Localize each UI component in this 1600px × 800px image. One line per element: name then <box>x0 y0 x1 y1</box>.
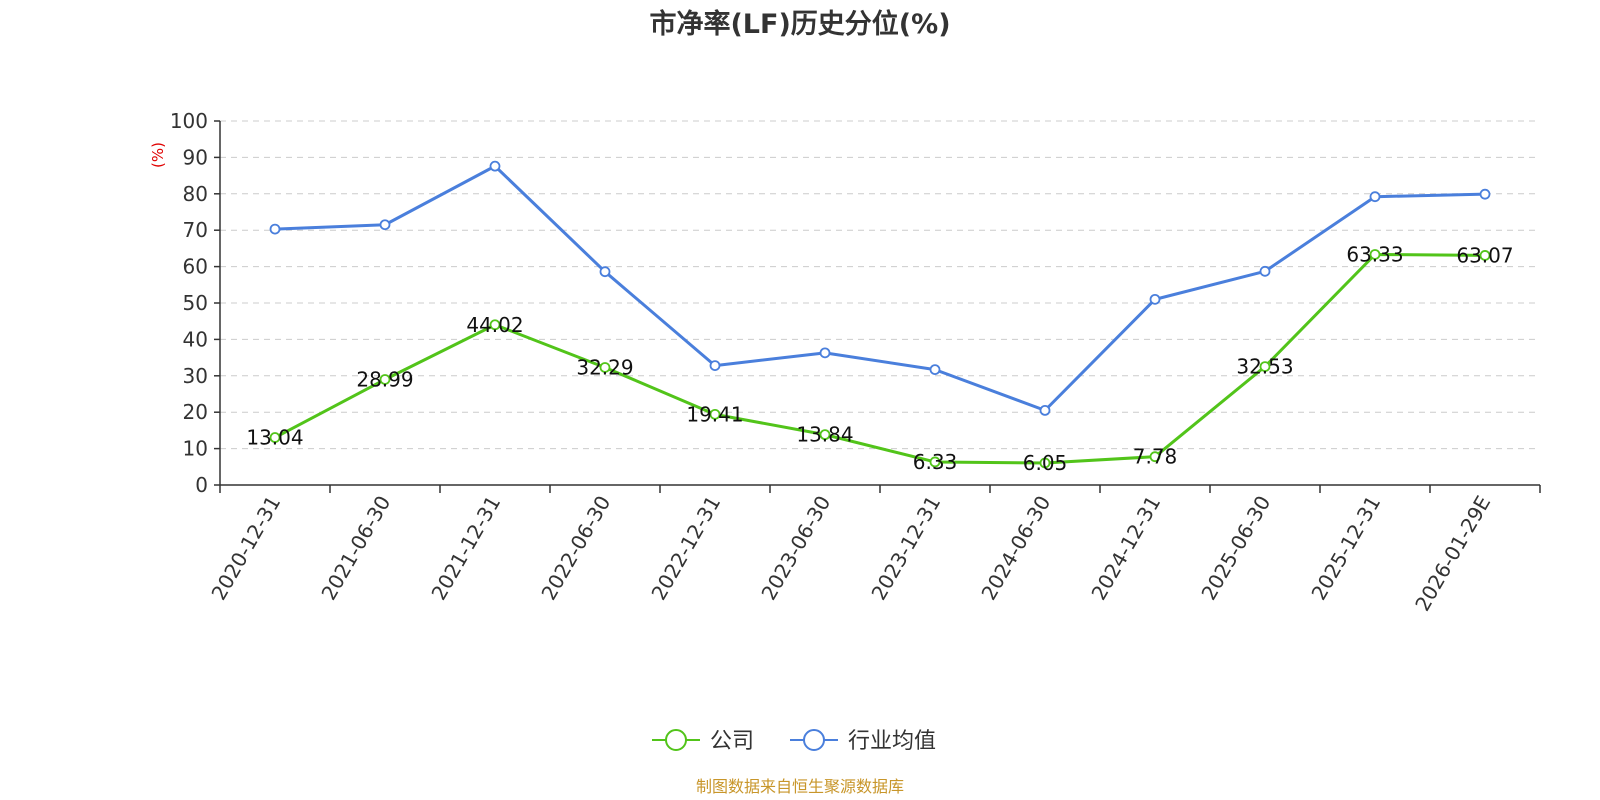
data-point[interactable] <box>269 432 281 443</box>
data-point[interactable] <box>1039 404 1051 416</box>
y-tick-label: 70 <box>183 218 208 242</box>
data-label: 7.78 <box>1133 445 1178 469</box>
legend[interactable]: 公司 行业均值 <box>652 729 936 754</box>
data-point[interactable] <box>1369 249 1381 260</box>
data-point[interactable] <box>599 362 611 373</box>
y-tick-label: 10 <box>183 437 208 461</box>
y-tick-label: 40 <box>183 327 208 351</box>
data-point[interactable] <box>1259 265 1271 277</box>
data-label: 28.99 <box>356 367 413 391</box>
data-point[interactable] <box>1479 250 1491 261</box>
data-point[interactable] <box>489 160 501 172</box>
chart-title: 市净率(LF)历史分位(%) <box>649 8 950 40</box>
legend-item[interactable]: 公司 <box>652 729 754 754</box>
data-point[interactable] <box>929 364 941 376</box>
y-tick-label: 90 <box>183 145 208 169</box>
series-line <box>274 164 1486 412</box>
data-point[interactable] <box>599 266 611 278</box>
data-label: 32.29 <box>576 355 633 379</box>
data-label: 63.07 <box>1456 243 1513 267</box>
series-0: 13.04 28.99 44.02 32.29 19.41 13.84 6.33 6.05 7.… <box>246 242 1513 474</box>
x-tick-label: 2023-06-30 <box>756 492 835 605</box>
data-point[interactable] <box>709 360 721 372</box>
data-point[interactable] <box>489 319 501 331</box>
data-point[interactable] <box>819 347 831 359</box>
series: 13.04 28.99 44.02 32.29 19.41 13.84 6.33 6.05 7.… <box>246 160 1514 475</box>
data-label: 6.33 <box>913 450 958 474</box>
y-axis-unit: (%) <box>149 142 167 168</box>
data-label: 19.41 <box>686 402 743 426</box>
x-tick-label: 2023-12-31 <box>866 492 945 605</box>
legend-label: 行业均值 <box>848 729 936 754</box>
x-tick-label: 2022-06-30 <box>536 492 615 605</box>
y-tick-label: 50 <box>183 291 208 315</box>
x-tick-label: 2021-12-31 <box>426 492 505 605</box>
legend-swatch-marker <box>803 729 825 751</box>
data-point[interactable] <box>1369 191 1381 203</box>
data-point[interactable] <box>269 223 281 235</box>
gridlines <box>220 120 1540 450</box>
data-point[interactable] <box>1149 293 1161 305</box>
data-point[interactable] <box>819 429 831 441</box>
x-tick-label: 2025-12-31 <box>1306 492 1385 605</box>
legend-item[interactable]: 行业均值 <box>790 729 936 754</box>
data-source-note: 制图数据来自恒生聚源数据库 <box>696 777 904 796</box>
legend-swatch-marker <box>665 729 687 751</box>
data-point[interactable] <box>929 456 941 468</box>
x-tick-label: 2022-12-31 <box>646 492 725 605</box>
data-point[interactable] <box>1039 457 1051 469</box>
x-tick-label: 2021-06-30 <box>316 492 395 605</box>
x-tick-labels: 2020-12-31 2021-06-30 2021-12-31 2022-06-30… <box>206 492 1495 616</box>
x-tick-label: 2026-01-29E <box>1410 492 1495 616</box>
y-tick-label: 80 <box>183 182 208 206</box>
series-1 <box>269 160 1491 416</box>
data-point[interactable] <box>709 408 721 420</box>
y-tick-label: 20 <box>183 400 208 424</box>
data-label: 13.84 <box>796 423 853 447</box>
data-label: 32.53 <box>1236 355 1293 379</box>
data-point[interactable] <box>1479 188 1491 200</box>
data-label: 6.05 <box>1023 451 1068 475</box>
series-line <box>274 252 1486 465</box>
data-label: 44.02 <box>466 313 523 337</box>
legend-label: 公司 <box>710 729 754 754</box>
data-point[interactable] <box>379 374 391 385</box>
axes <box>214 120 1541 493</box>
data-point[interactable] <box>1259 361 1271 372</box>
data-label: 13.04 <box>246 426 303 450</box>
data-point[interactable] <box>1149 451 1161 463</box>
y-tick-label: 0 <box>195 473 208 497</box>
x-tick-label: 2024-06-30 <box>976 492 1055 605</box>
y-tick-label: 100 <box>170 109 208 133</box>
x-tick-label: 2025-06-30 <box>1196 492 1275 605</box>
y-tick-label: 60 <box>183 255 208 279</box>
y-tick-labels: 0 10 20 30 40 50 60 70 80 90 100 <box>170 109 208 497</box>
x-tick-label: 2024-12-31 <box>1086 492 1165 605</box>
x-tick-label: 2020-12-31 <box>206 492 285 605</box>
data-point[interactable] <box>379 219 391 231</box>
y-tick-label: 30 <box>183 364 208 388</box>
data-label: 63.33 <box>1346 242 1403 266</box>
